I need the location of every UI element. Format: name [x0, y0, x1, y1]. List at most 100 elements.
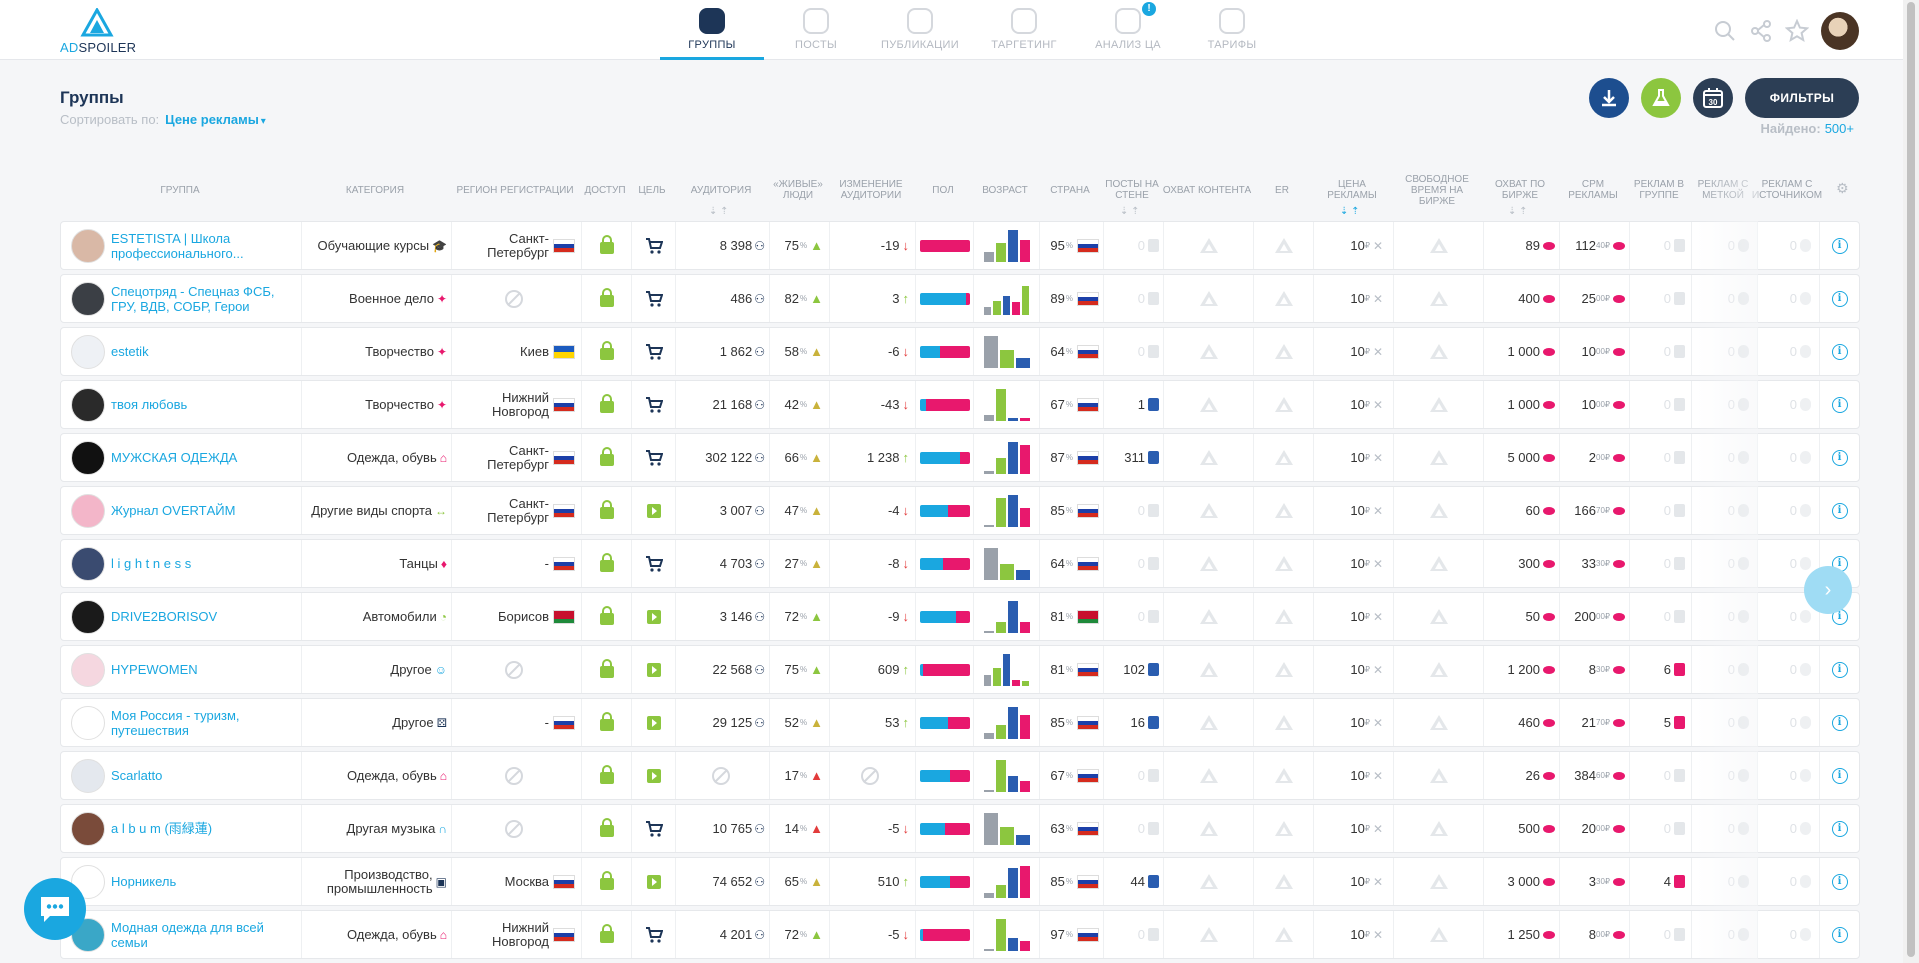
table-row[interactable]: HYPEWOMEN Другое ☺ 22 568 ⚇ 75% ▲ 609 ↑ 81% 102 10 ₽… [60, 645, 1860, 694]
group-name-link[interactable]: Норникель [111, 874, 177, 889]
search-icon[interactable] [1713, 19, 1737, 43]
nav-item-0[interactable]: ГРУППЫ [660, 0, 764, 60]
column-header-live[interactable]: «ЖИВЫЕ» ЛЮДИ [773, 179, 823, 201]
chevron-down-icon[interactable]: ▾ [260, 116, 266, 127]
column-header-goal[interactable]: ЦЕЛЬ [638, 184, 666, 196]
column-header-category[interactable]: КАТЕГОРИЯ [345, 184, 405, 196]
group-name-link[interactable]: estetik [111, 344, 149, 359]
group-avatar[interactable] [71, 334, 105, 369]
group-name-link[interactable]: ESTETISTA | Школа профессионального... [111, 230, 244, 261]
table-row[interactable]: Спецотряд - Спецназ ФСБ, ГРУ, ВДВ, СОБР,… [60, 274, 1860, 323]
share-icon[interactable] [1749, 19, 1773, 43]
nav-item-1[interactable]: ПОСТЫ [764, 0, 868, 60]
column-header-audience[interactable]: АУДИТОРИЯ [690, 184, 752, 196]
column-header-free[interactable]: СВОБОДНОЕ ВРЕМЯ НА БИРЖЕ [1405, 173, 1469, 207]
nav-item-4[interactable]: АНАЛИЗ ЦА! [1076, 0, 1180, 60]
group-avatar[interactable] [71, 599, 105, 634]
table-row[interactable]: Scarlatto Одежда, обувь ⌂ 17% ▲ 67% 0 10 ₽ ✕ 26 384… [60, 751, 1860, 800]
column-header-sex[interactable]: ПОЛ [932, 184, 954, 196]
column-header-cpm[interactable]: CPM РЕКЛАМЫ [1568, 179, 1618, 201]
info-icon[interactable]: i [1831, 237, 1848, 254]
page-scrollbar[interactable] [1903, 0, 1919, 963]
column-header-age[interactable]: ВОЗРАСТ [982, 184, 1028, 196]
chat-button[interactable] [24, 878, 86, 940]
star-icon[interactable] [1785, 19, 1809, 43]
info-icon[interactable]: i [1831, 926, 1848, 943]
table-row[interactable]: DRIVE2BORISOV Автомобили ◔ Борисов 3 146 ⚇ 72%… [60, 592, 1860, 641]
scrollbar-thumb[interactable] [1907, 2, 1915, 957]
column-header-price[interactable]: ЦЕНА РЕКЛАМЫ [1327, 179, 1377, 201]
group-avatar[interactable] [71, 705, 105, 740]
group-avatar[interactable] [71, 546, 105, 581]
table-row[interactable]: твоя любовь Творчество ✦ Нижний Новгород 21 … [60, 380, 1860, 429]
info-icon[interactable]: i [1831, 714, 1848, 731]
info-icon[interactable]: i [1831, 290, 1848, 307]
sort-dropdown[interactable]: Цене рекламы [165, 112, 259, 127]
user-avatar[interactable] [1821, 12, 1859, 50]
table-row[interactable]: a l b u m (雨緑蓮) Другая музыка ∩ 10 765 ⚇ 14% ▲… [60, 804, 1860, 853]
info-icon[interactable]: i [1831, 661, 1848, 678]
column-header-reach[interactable]: ОХВАТ КОНТЕНТА [1162, 184, 1252, 196]
table-row[interactable]: Моя Россия - туризм, путешествия Другое ⚄ -… [60, 698, 1860, 747]
column-header-ads_src[interactable]: РЕКЛАМ С ИСТОЧНИКОМ [1751, 179, 1823, 201]
column-header-access[interactable]: ДОСТУП [584, 184, 626, 196]
group-name-link[interactable]: HYPEWOMEN [111, 662, 198, 677]
group-name-link[interactable]: a l b u m (雨緑蓮) [111, 821, 213, 836]
info-icon[interactable]: i [1831, 396, 1848, 413]
group-name-link[interactable]: Спецотряд - Спецназ ФСБ, ГРУ, ВДВ, СОБР,… [111, 283, 275, 314]
info-icon[interactable]: i [1831, 873, 1848, 890]
column-header-exch[interactable]: ОХВАТ ПО БИРЖЕ [1494, 179, 1546, 201]
adspoiler-logo[interactable]: ADSPOILER [60, 6, 140, 56]
table-row[interactable]: ESTETISTA | Школа профессионального... Об… [60, 221, 1860, 270]
group-avatar[interactable] [71, 387, 105, 422]
calendar-button[interactable]: 30 [1693, 78, 1733, 118]
download-button[interactable] [1589, 78, 1629, 118]
table-row[interactable]: l i g h t n e s s Танцы ♦ -4 703 ⚇ 27% ▲ -8 ↓ 64%… [60, 539, 1860, 588]
table-row[interactable]: МУЖСКАЯ ОДЕЖДА Одежда, обувь ⌂ Санкт-Петерб… [60, 433, 1860, 482]
column-header-region[interactable]: РЕГИОН РЕГИСТРАЦИИ [456, 184, 574, 196]
filters-button[interactable]: ФИЛЬТРЫ [1745, 78, 1859, 118]
sort-arrows-icon[interactable]: ⇣ ⇡ [709, 206, 729, 217]
column-header-posts[interactable]: ПОСТЫ НА СТЕНЕ [1105, 179, 1159, 201]
group-name-link[interactable]: Модная одежда для всей семьи [111, 919, 264, 950]
info-icon[interactable]: i [1831, 820, 1848, 837]
group-avatar[interactable] [71, 811, 105, 846]
table-row[interactable]: estetik Творчество ✦ Киев 1 862 ⚇ 58% ▲ -6 ↓ 64% 0 1… [60, 327, 1860, 376]
table-row[interactable]: Журнал OVERTАЙМ Другие виды спорта ↔ Санкт-… [60, 486, 1860, 535]
group-name-link[interactable]: DRIVE2BORISOV [111, 609, 218, 624]
group-avatar[interactable] [71, 228, 105, 263]
group-name-link[interactable]: Моя Россия - туризм, путешествия [111, 707, 240, 738]
group-avatar[interactable] [71, 758, 105, 793]
column-header-group[interactable]: ГРУППА [160, 184, 200, 196]
sort-arrows-icon[interactable]: ⇣ ⇡ [1120, 206, 1140, 217]
info-icon[interactable]: i [1831, 502, 1848, 519]
group-name-link[interactable]: Журнал OVERTАЙМ [111, 503, 236, 518]
column-header-ads_mark[interactable]: РЕКЛАМ С МЕТКОЙ [1697, 179, 1749, 201]
group-name-link[interactable]: МУЖСКАЯ ОДЕЖДА [111, 450, 238, 465]
table-row[interactable]: Норникель Производство, промышленность ▣ Мо… [60, 857, 1860, 906]
group-avatar[interactable] [71, 864, 105, 899]
lab-button[interactable] [1641, 78, 1681, 118]
table-row[interactable]: Модная одежда для всей семьи Одежда, обув… [60, 910, 1860, 959]
nav-item-5[interactable]: ТАРИФЫ [1180, 0, 1284, 60]
info-icon[interactable]: i [1831, 343, 1848, 360]
column-header-change[interactable]: ИЗМЕНЕНИЕ АУДИТОРИИ [839, 179, 903, 201]
scroll-right-button[interactable]: › [1804, 566, 1852, 614]
gear-icon[interactable]: ⚙ [1836, 180, 1849, 196]
column-header-ads_group[interactable]: РЕКЛАМ В ГРУППЕ [1633, 179, 1685, 201]
group-name-link[interactable]: Scarlatto [111, 768, 163, 783]
sort-arrows-icon[interactable]: ⇣ ⇡ [1340, 206, 1360, 217]
column-header-country[interactable]: СТРАНА [1050, 184, 1090, 196]
group-avatar[interactable] [71, 281, 105, 316]
column-header-er[interactable]: ER [1275, 184, 1289, 196]
group-avatar[interactable] [71, 440, 105, 475]
info-icon[interactable]: i [1831, 767, 1848, 784]
info-icon[interactable]: i [1831, 449, 1848, 466]
nav-item-2[interactable]: ПУБЛИКАЦИИ [868, 0, 972, 60]
nav-item-3[interactable]: ТАРГЕТИНГ [972, 0, 1076, 60]
group-name-link[interactable]: твоя любовь [111, 397, 188, 412]
group-avatar[interactable] [71, 652, 105, 687]
group-avatar[interactable] [71, 493, 105, 528]
sort-arrows-icon[interactable]: ⇣ ⇡ [1508, 206, 1528, 217]
group-name-link[interactable]: l i g h t n e s s [111, 556, 192, 571]
